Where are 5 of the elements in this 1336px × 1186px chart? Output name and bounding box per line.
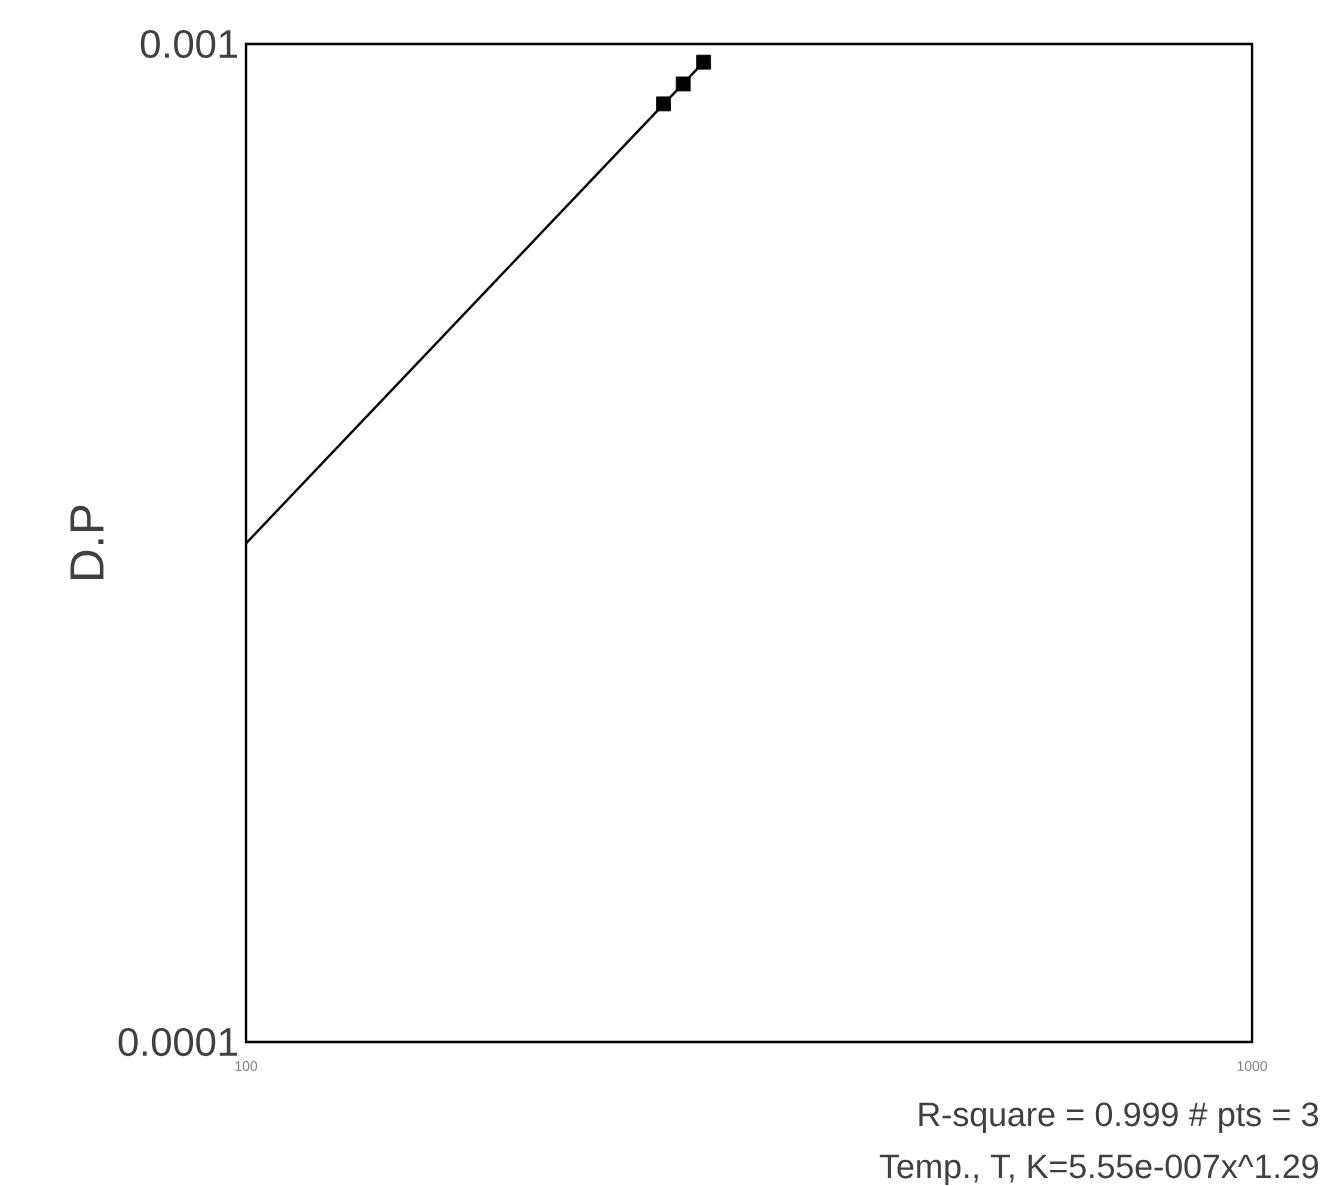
text: Temp., T, K=5.55e-007x^1.29 [879, 1154, 1318, 1186]
y-tick-label: 0.001 [140, 30, 238, 59]
y-tick-label: 0.0001 [118, 1028, 238, 1057]
y-axis-title: D.P [70, 506, 104, 580]
text: R-square = 0.999 # pts = 3 [919, 1102, 1319, 1134]
